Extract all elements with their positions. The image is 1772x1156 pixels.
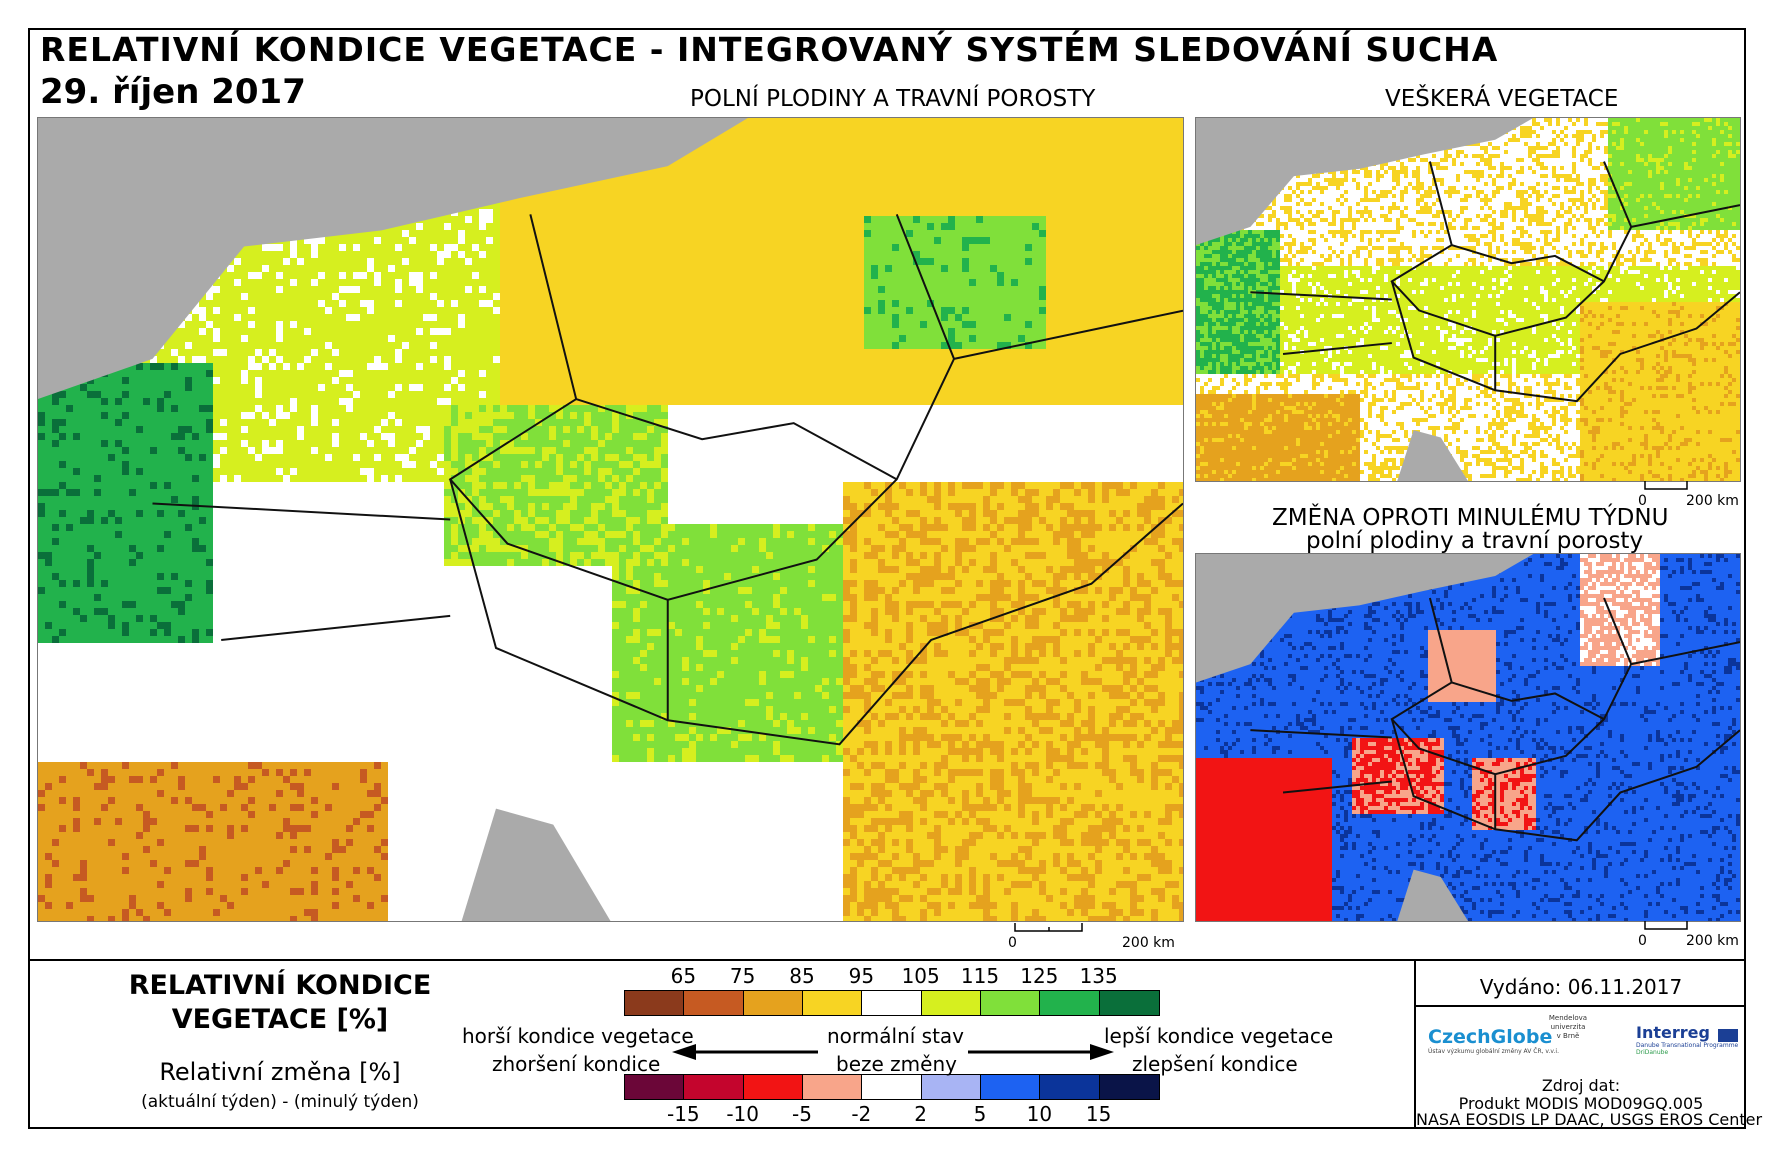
condition-swatch xyxy=(1040,991,1100,1015)
page-title: RELATIVNÍ KONDICE VEGETACE - INTEGROVANÝ… xyxy=(40,30,1498,69)
worse-change-label: zhoršení kondice xyxy=(492,1052,660,1076)
change-swatch xyxy=(980,1075,1041,1099)
main-map-title: POLNÍ PLODINY A TRAVNÍ POROSTY xyxy=(690,86,1095,112)
legend-title-line2: VEGETACE [%] xyxy=(110,1004,450,1035)
change-tick: -15 xyxy=(653,1102,713,1126)
better-change-label: zlepšení kondice xyxy=(1132,1052,1298,1076)
change-tick: 10 xyxy=(1009,1102,1069,1126)
legend-change-formula: (aktuální týden) - (minulý týden) xyxy=(110,1092,450,1112)
change-map-subtitle: polní plodiny a travní porosty xyxy=(1306,528,1643,554)
condition-swatch xyxy=(921,991,981,1015)
main-scalebar-max: 200 km xyxy=(1122,935,1175,951)
change-swatch xyxy=(1040,1075,1100,1099)
interreg-logo: Interreg Danube Transnational Programme … xyxy=(1636,1023,1738,1056)
condition-tick: 125 xyxy=(1009,964,1069,988)
change-tick: 5 xyxy=(950,1102,1010,1126)
mendel-university-logo: Mendelova univerzita v Brně xyxy=(1548,1014,1588,1041)
change-tick: 15 xyxy=(1069,1102,1129,1126)
condition-swatch xyxy=(684,991,744,1015)
condition-swatch xyxy=(980,991,1041,1015)
eu-flag-icon xyxy=(1718,1029,1738,1042)
condition-swatch xyxy=(862,991,922,1015)
vegetation-map xyxy=(1195,117,1741,482)
change-tick: -10 xyxy=(713,1102,773,1126)
change-swatch xyxy=(743,1075,803,1099)
czechglobe-logo: CzechGlobe Ústav výzkumu globální změny … xyxy=(1428,1026,1559,1055)
condition-tick: 135 xyxy=(1069,964,1129,988)
condition-swatch xyxy=(743,991,803,1015)
main-map-raster xyxy=(38,118,1183,921)
legend-divider xyxy=(28,959,1746,961)
condition-tick: 75 xyxy=(713,964,773,988)
legend-change-label: Relativní změna [%] xyxy=(110,1058,450,1086)
change-swatch xyxy=(802,1075,863,1099)
change-tick: -5 xyxy=(772,1102,832,1126)
vegetation-scalebar-max: 200 km xyxy=(1686,493,1739,509)
source-line1: Produkt MODIS MOD09GQ.005 xyxy=(1416,1094,1746,1113)
issued-divider xyxy=(1414,1005,1746,1007)
change-map-raster xyxy=(1196,554,1740,921)
no-change-label: beze změny xyxy=(836,1052,957,1076)
condition-tick: 105 xyxy=(891,964,951,988)
vegetation-scalebar-zero: 0 xyxy=(1638,493,1647,509)
condition-swatch xyxy=(625,991,685,1015)
change-swatch xyxy=(921,1075,981,1099)
change-scalebar-max: 200 km xyxy=(1686,933,1739,949)
condition-colorbar xyxy=(624,990,1160,1016)
change-swatch xyxy=(684,1075,744,1099)
issued-date: Vydáno: 06.11.2017 xyxy=(1416,975,1746,999)
arrow-right-icon xyxy=(968,1044,1114,1060)
worse-condition-label: horší kondice vegetace xyxy=(462,1024,694,1048)
arrow-left-icon xyxy=(672,1044,818,1060)
map-frame xyxy=(28,28,1746,1129)
normal-state-label: normální stav xyxy=(827,1024,964,1048)
condition-tick: 65 xyxy=(653,964,713,988)
vegetation-map-title: VEŠKERÁ VEGETACE xyxy=(1385,86,1618,112)
change-tick: -2 xyxy=(831,1102,891,1126)
vegetation-map-raster xyxy=(1196,118,1740,481)
source-label: Zdroj dat: xyxy=(1416,1076,1746,1095)
main-scalebar-zero: 0 xyxy=(1008,935,1017,951)
better-condition-label: lepší kondice vegetace xyxy=(1104,1024,1333,1048)
main-map xyxy=(37,117,1184,922)
change-map xyxy=(1195,553,1741,922)
change-map-title: ZMĚNA OPROTI MINULÉMU TÝDNU xyxy=(1272,505,1668,531)
condition-tick: 115 xyxy=(950,964,1010,988)
condition-tick: 85 xyxy=(772,964,832,988)
change-colorbar xyxy=(624,1074,1160,1100)
change-scalebar-zero: 0 xyxy=(1638,933,1647,949)
condition-tick: 95 xyxy=(831,964,891,988)
change-tick: 2 xyxy=(891,1102,951,1126)
change-swatch xyxy=(1099,1075,1159,1099)
legend-title-line1: RELATIVNÍ KONDICE xyxy=(110,970,450,1001)
change-swatch xyxy=(625,1075,685,1099)
change-swatch xyxy=(862,1075,922,1099)
report-date: 29. říjen 2017 xyxy=(40,72,306,112)
info-divider xyxy=(1414,960,1416,1128)
condition-swatch xyxy=(1099,991,1159,1015)
condition-swatch xyxy=(802,991,863,1015)
source-line2: NASA EOSDIS LP DAAC, USGS EROS Center xyxy=(1416,1110,1762,1129)
